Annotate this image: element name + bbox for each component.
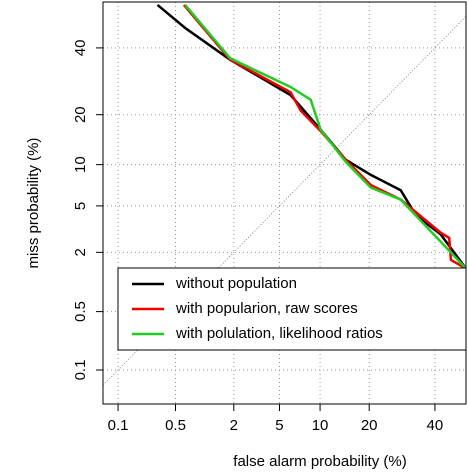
y-tick-label: 10 bbox=[72, 156, 89, 173]
y-tick-label: 0.1 bbox=[72, 360, 89, 381]
x-axis-label: false alarm probability (%) bbox=[233, 453, 406, 470]
x-tick-label: 20 bbox=[361, 417, 378, 434]
y-tick-label: 0.5 bbox=[72, 301, 89, 322]
legend-label: with polulation, likelihood ratios bbox=[175, 325, 383, 342]
series-line bbox=[184, 4, 466, 270]
y-tick-label: 40 bbox=[72, 40, 89, 57]
x-tick-label: 0.5 bbox=[165, 417, 186, 434]
plot-area bbox=[156, 3, 466, 270]
diagonal bbox=[102, 15, 467, 386]
series-line bbox=[182, 4, 466, 270]
series-line bbox=[156, 3, 466, 270]
x-tick-label: 40 bbox=[427, 417, 444, 434]
legend-label: without population bbox=[175, 275, 297, 292]
y-tick-label: 20 bbox=[72, 106, 89, 123]
plot-frame bbox=[102, 1, 467, 405]
y-axis-label: miss probability (%) bbox=[25, 138, 42, 269]
x-tick-label: 2 bbox=[230, 417, 238, 434]
legend-label: with popularion, raw scores bbox=[175, 300, 358, 317]
x-tick-label: 5 bbox=[275, 417, 283, 434]
x-tick-label: 0.1 bbox=[108, 417, 129, 434]
y-tick-label: 2 bbox=[72, 248, 89, 256]
y-tick-label: 5 bbox=[72, 202, 89, 210]
legend-box bbox=[117, 267, 467, 351]
x-tick-label: 10 bbox=[312, 417, 329, 434]
